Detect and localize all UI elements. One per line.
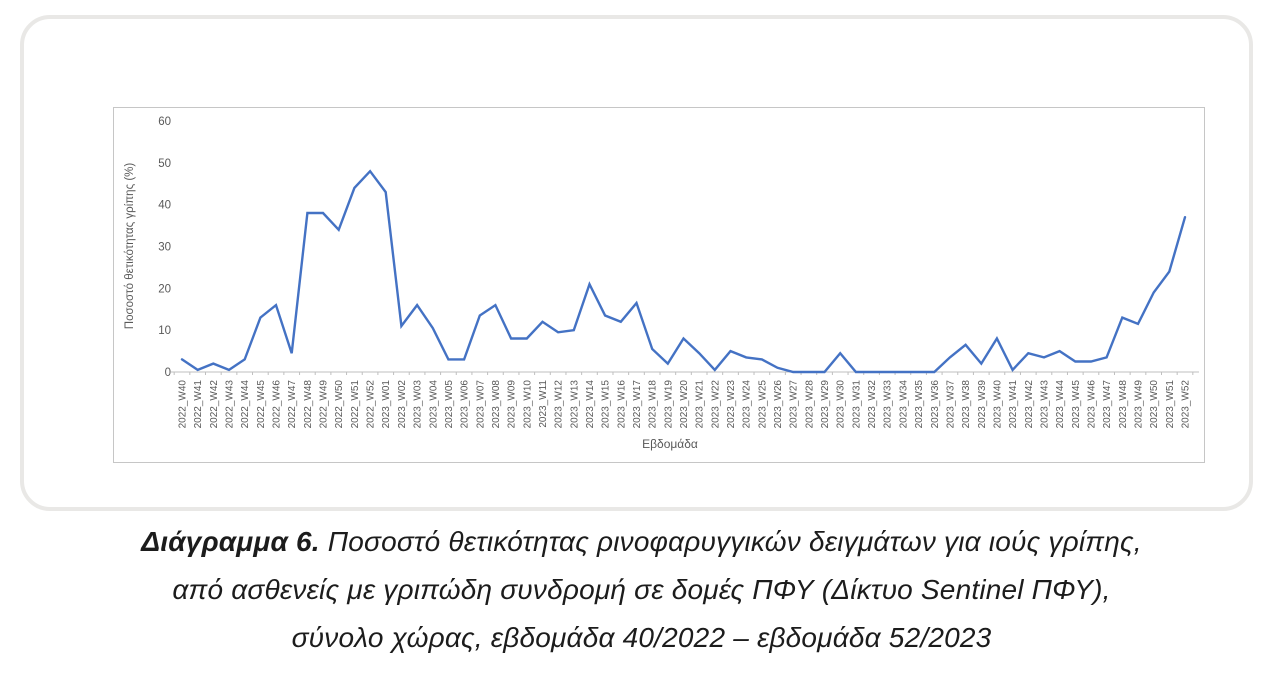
x-tick-label: 2022_W44 bbox=[240, 380, 251, 429]
x-tick-label: 2023_W37 bbox=[945, 380, 956, 429]
x-tick-label: 2023_W46 bbox=[1086, 380, 1097, 429]
caption-line-1-text: Ποσοστό θετικότητας ρινοφαρυγγικών δειγμ… bbox=[319, 526, 1142, 557]
x-tick-label: 2023_W16 bbox=[616, 380, 627, 429]
x-tick-label: 2023_W51 bbox=[1165, 380, 1176, 429]
x-tick-label: 2023_W48 bbox=[1118, 380, 1129, 429]
x-tick-label: 2022_W50 bbox=[334, 380, 345, 429]
y-tick-label: 0 bbox=[165, 367, 171, 379]
x-tick-label: 2023_W17 bbox=[632, 380, 643, 429]
x-tick-label: 2023_W01 bbox=[381, 380, 392, 429]
x-tick-label: 2023_W18 bbox=[648, 380, 659, 429]
x-tick-label: 2023_W08 bbox=[491, 380, 502, 429]
x-tick-label: 2023_W22 bbox=[710, 380, 721, 429]
x-axis-title: Εβδομάδα bbox=[642, 437, 698, 451]
x-tick-label: 2022_W49 bbox=[319, 380, 330, 429]
x-tick-label: 2023_W24 bbox=[742, 380, 753, 429]
x-tick-label: 2022_W40 bbox=[178, 380, 189, 429]
x-tick-label: 2022_W46 bbox=[272, 380, 283, 429]
y-tick-label: 10 bbox=[158, 325, 171, 337]
x-tick-label: 2023_W32 bbox=[867, 380, 878, 429]
x-tick-label: 2023_W50 bbox=[1149, 380, 1160, 429]
x-tick-label: 2023_W44 bbox=[1055, 380, 1066, 429]
x-tick-label: 2023_W26 bbox=[773, 380, 784, 429]
x-tick-label: 2023_W52 bbox=[1181, 380, 1192, 429]
x-tick-label: 2023_W39 bbox=[977, 380, 988, 429]
x-tick-label: 2023_W03 bbox=[413, 380, 424, 429]
figure-caption: Διάγραμμα 6. Ποσοστό θετικότητας ρινοφαρ… bbox=[0, 518, 1283, 662]
x-axis-ticks bbox=[173, 372, 1194, 375]
x-tick-label: 2022_W47 bbox=[287, 380, 298, 429]
x-tick-label: 2022_W42 bbox=[209, 380, 220, 429]
y-axis-title: Ποσοστό θετικότητας γρίπης (%) bbox=[124, 163, 136, 330]
figure-card: 0 10 20 30 40 50 60 2022_W40 2022_W41 2022_W42 202… bbox=[20, 15, 1253, 511]
y-tick-label: 30 bbox=[158, 242, 171, 254]
x-tick-label: 2023_W19 bbox=[663, 380, 674, 429]
x-tick-label: 2023_W38 bbox=[961, 380, 972, 429]
x-tick-label: 2023_W02 bbox=[397, 380, 408, 429]
x-tick-label: 2023_W11 bbox=[538, 380, 549, 428]
x-tick-label: 2023_W29 bbox=[820, 380, 831, 429]
x-tick-label: 2023_W45 bbox=[1071, 380, 1082, 429]
x-tick-label: 2023_W14 bbox=[585, 380, 596, 429]
x-tick-label: 2023_W49 bbox=[1133, 380, 1144, 429]
x-tick-label: 2023_W42 bbox=[1024, 380, 1035, 429]
x-tick-label: 2022_W43 bbox=[225, 380, 236, 429]
x-tick-label: 2023_W04 bbox=[428, 380, 439, 429]
x-tick-label: 2023_W27 bbox=[789, 380, 800, 429]
x-tick-label: 2023_W35 bbox=[914, 380, 925, 429]
x-tick-label: 2022_W45 bbox=[256, 380, 267, 429]
line-chart: 0 10 20 30 40 50 60 2022_W40 2022_W41 2022_W42 202… bbox=[113, 107, 1205, 463]
x-tick-label: 2023_W47 bbox=[1102, 380, 1113, 429]
x-tick-label: 2023_W15 bbox=[601, 380, 612, 429]
y-tick-label: 40 bbox=[158, 200, 171, 212]
caption-line-2: από ασθενείς με γριπώδη συνδρομή σε δομέ… bbox=[172, 574, 1111, 605]
y-tick-label: 60 bbox=[158, 116, 171, 128]
x-tick-label: 2023_W33 bbox=[883, 380, 894, 429]
x-tick-label: 2022_W48 bbox=[303, 380, 314, 429]
y-tick-label: 20 bbox=[158, 283, 171, 295]
series-line bbox=[180, 169, 1187, 374]
x-tick-label: 2023_W05 bbox=[444, 380, 455, 429]
y-axis-tick-labels: 0 10 20 30 40 50 60 bbox=[158, 116, 171, 379]
x-tick-label: 2023_W07 bbox=[475, 380, 486, 429]
x-tick-label: 2023_W34 bbox=[898, 380, 909, 429]
x-tick-label: 2023_W13 bbox=[569, 380, 580, 429]
x-tick-label: 2023_W40 bbox=[992, 380, 1003, 429]
x-tick-label: 2023_W41 bbox=[1008, 380, 1019, 429]
x-tick-label: 2022_W51 bbox=[350, 380, 361, 429]
x-tick-label: 2023_W28 bbox=[804, 380, 815, 429]
x-tick-label: 2023_W36 bbox=[930, 380, 941, 429]
x-tick-label: 2023_W23 bbox=[726, 380, 737, 429]
x-tick-label: 2022_W41 bbox=[193, 380, 204, 429]
caption-figure-number: Διάγραμμα 6. bbox=[141, 526, 320, 557]
x-tick-label: 2023_W43 bbox=[1039, 380, 1050, 429]
x-tick-label: 2023_W31 bbox=[851, 380, 862, 429]
x-tick-label: 2023_W12 bbox=[554, 380, 565, 429]
x-tick-label: 2023_W06 bbox=[460, 380, 471, 429]
x-tick-label: 2023_W30 bbox=[836, 380, 847, 429]
x-tick-label: 2023_W09 bbox=[507, 380, 518, 429]
caption-line-1: Διάγραμμα 6. Ποσοστό θετικότητας ρινοφαρ… bbox=[0, 518, 1283, 566]
y-tick-label: 50 bbox=[158, 158, 171, 170]
x-tick-label: 2022_W52 bbox=[366, 380, 377, 429]
x-tick-label: 2023_W21 bbox=[695, 380, 706, 429]
caption-line-3: σύνολο χώρας, εβδομάδα 40/2022 – εβδομάδ… bbox=[291, 622, 992, 653]
x-axis-tick-labels: 2022_W40 2022_W41 2022_W42 2022_W43 2022_W44… bbox=[178, 380, 1192, 429]
x-tick-label: 2023_W10 bbox=[522, 380, 533, 429]
x-tick-label: 2023_W20 bbox=[679, 380, 690, 429]
x-tick-label: 2023_W25 bbox=[757, 380, 768, 429]
